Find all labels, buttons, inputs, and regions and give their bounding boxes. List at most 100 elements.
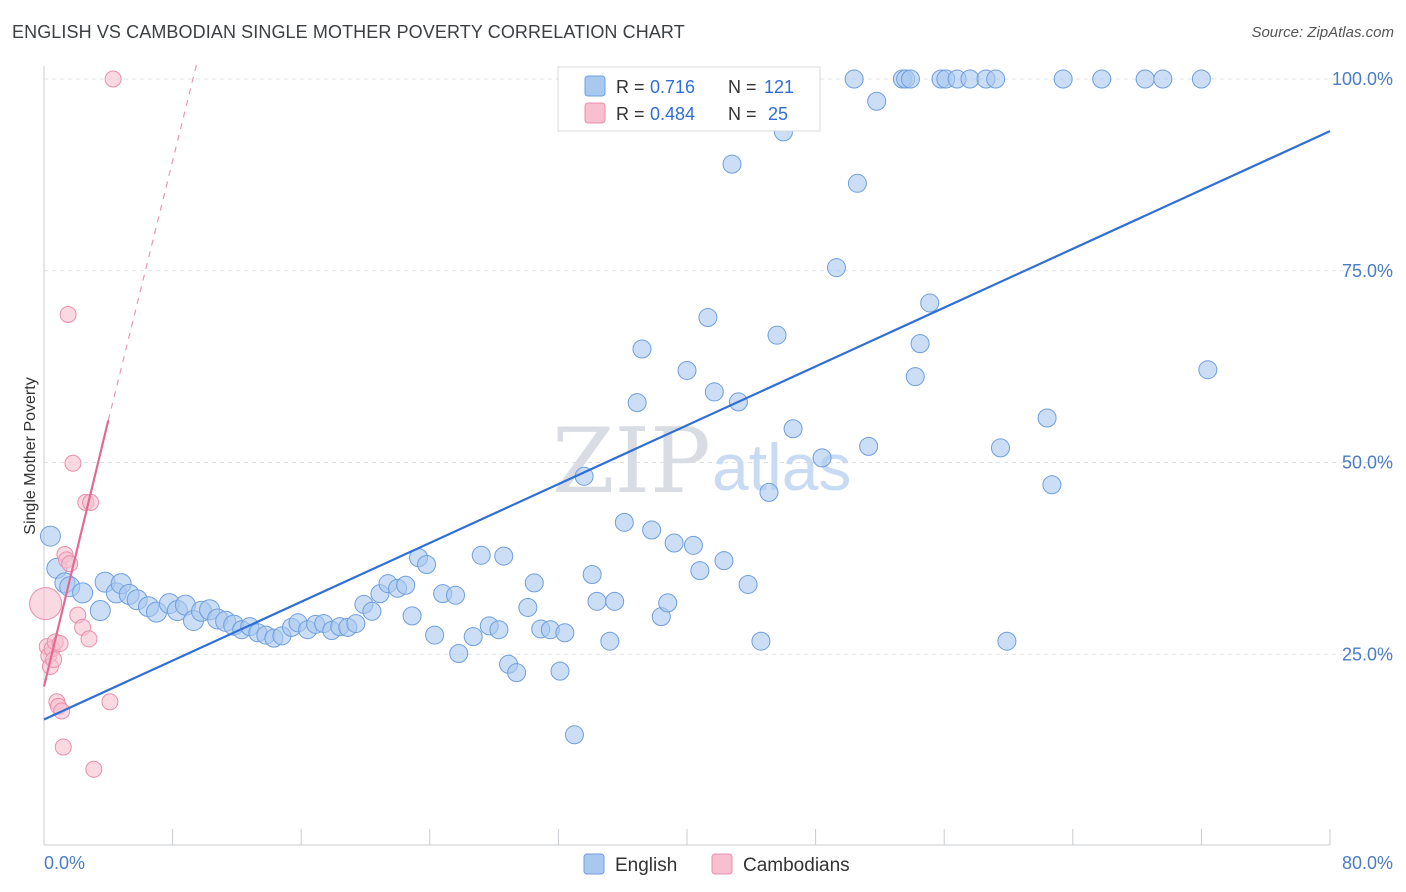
legend-r-label-cambodians: R =: [616, 104, 645, 124]
english-point-57: [518, 597, 538, 617]
english-point-48: [446, 585, 466, 605]
english-point-53: [489, 620, 509, 640]
english-point-112: [997, 631, 1017, 651]
english-trend-line: [43, 130, 1331, 721]
chart-source: Source: ZipAtlas.com: [1251, 24, 1394, 41]
cambodian-point-14: [59, 305, 77, 323]
english-point-43: [402, 606, 422, 626]
english-point-81: [714, 551, 734, 571]
bottom-legend-swatch-english: [583, 853, 605, 875]
legend-n-value-english: 121: [764, 77, 794, 97]
english-point-79: [698, 308, 718, 328]
english-point-4: [72, 582, 94, 604]
english-point-80: [704, 382, 724, 402]
y-tick-label-1: 50.0%: [1342, 453, 1393, 473]
english-point-49: [449, 643, 469, 663]
english-point-77: [683, 535, 703, 555]
grid-lines: [44, 78, 1392, 655]
english-point-46: [425, 625, 445, 645]
english-point-117: [1135, 69, 1155, 89]
watermark-atlas: atlas: [712, 430, 851, 504]
x-tick-label-0: 0.0%: [44, 853, 85, 873]
english-point-36: [346, 614, 366, 634]
english-point-111: [990, 438, 1010, 458]
english-point-56: [507, 663, 527, 683]
cambodian-point-23: [101, 693, 119, 711]
english-point-103: [910, 334, 930, 354]
english-point-74: [658, 593, 678, 613]
cambodian-point-0: [29, 587, 63, 621]
english-point-118: [1153, 69, 1173, 89]
english-point-66: [587, 591, 607, 611]
english-point-93: [812, 448, 832, 468]
english-point-45: [417, 555, 437, 575]
english-point-102: [905, 367, 925, 387]
english-point-86: [751, 631, 771, 651]
cambodian-trend-extension: [107, 63, 198, 421]
english-point-38: [362, 601, 382, 621]
legend-n-value-cambodians: 25: [768, 104, 788, 124]
chart-title: ENGLISH VS CAMBODIAN SINGLE MOTHER POVER…: [12, 22, 685, 42]
english-point-108: [960, 69, 980, 89]
english-point-82: [722, 154, 742, 174]
english-point-110: [986, 69, 1006, 89]
english-point-101: [900, 69, 920, 89]
y-tick-label-0: 25.0%: [1342, 644, 1393, 664]
x-tick-labels: 0.0% 80.0%: [44, 853, 1393, 873]
x-tick-label-1: 80.0%: [1342, 853, 1393, 873]
english-point-115: [1053, 69, 1073, 89]
english-point-71: [632, 339, 652, 359]
english-point-67: [600, 631, 620, 651]
english-point-96: [847, 173, 867, 193]
legend-swatch-english: [584, 75, 606, 97]
legend-r-value-cambodians: 0.484: [650, 104, 695, 124]
english-point-84: [738, 574, 758, 594]
trend-lines: [42, 63, 1331, 721]
legend-n-label-cambodians: N =: [728, 104, 757, 124]
legend-r-label-english: R =: [616, 77, 645, 97]
english-point-42: [396, 575, 416, 595]
english-point-119: [1191, 69, 1211, 89]
bottom-legend-english: English: [615, 855, 677, 876]
english-point-51: [471, 545, 491, 565]
english-point-90: [783, 419, 803, 439]
cambodian-point-20: [80, 630, 98, 648]
english-point-54: [494, 546, 514, 566]
english-point-5: [89, 600, 111, 622]
y-axis-label: Single Mother Poverty: [22, 377, 39, 534]
english-point-88: [767, 325, 787, 345]
english-point-98: [867, 91, 887, 111]
y-tick-label-2: 75.0%: [1342, 261, 1393, 281]
english-point-95: [844, 69, 864, 89]
watermark: ZIP atlas: [552, 409, 851, 514]
english-point-0: [39, 525, 61, 547]
legend-n-label-english: N =: [728, 77, 757, 97]
english-point-70: [627, 393, 647, 413]
bottom-legend-cambodians: Cambodians: [743, 855, 850, 876]
cambodian-point-22: [85, 760, 103, 778]
legend-r-value-english: 0.716: [650, 77, 695, 97]
english-point-94: [826, 258, 846, 278]
english-point-62: [555, 623, 575, 643]
cambodian-point-24: [104, 70, 122, 88]
english-point-104: [920, 293, 940, 313]
cambodian-point-11: [54, 738, 72, 756]
bottom-legend-swatch-cambodians: [711, 853, 733, 875]
correlation-legend: R = 0.716 N = 121 R = 0.484 N = 25: [557, 66, 821, 132]
english-point-116: [1092, 69, 1112, 89]
legend-swatch-cambodians: [584, 102, 606, 124]
axes: [43, 66, 1331, 846]
english-point-63: [564, 725, 584, 745]
english-point-69: [614, 512, 634, 532]
english-point-65: [582, 564, 602, 584]
english-point-72: [642, 520, 662, 540]
english-point-113: [1037, 408, 1057, 428]
english-point-75: [664, 533, 684, 553]
cambodian-point-16: [64, 454, 82, 472]
english-point-120: [1198, 360, 1218, 380]
english-point-68: [605, 591, 625, 611]
english-point-76: [677, 360, 697, 380]
cambodian-trend-line: [42, 420, 110, 687]
english-point-58: [524, 573, 544, 593]
